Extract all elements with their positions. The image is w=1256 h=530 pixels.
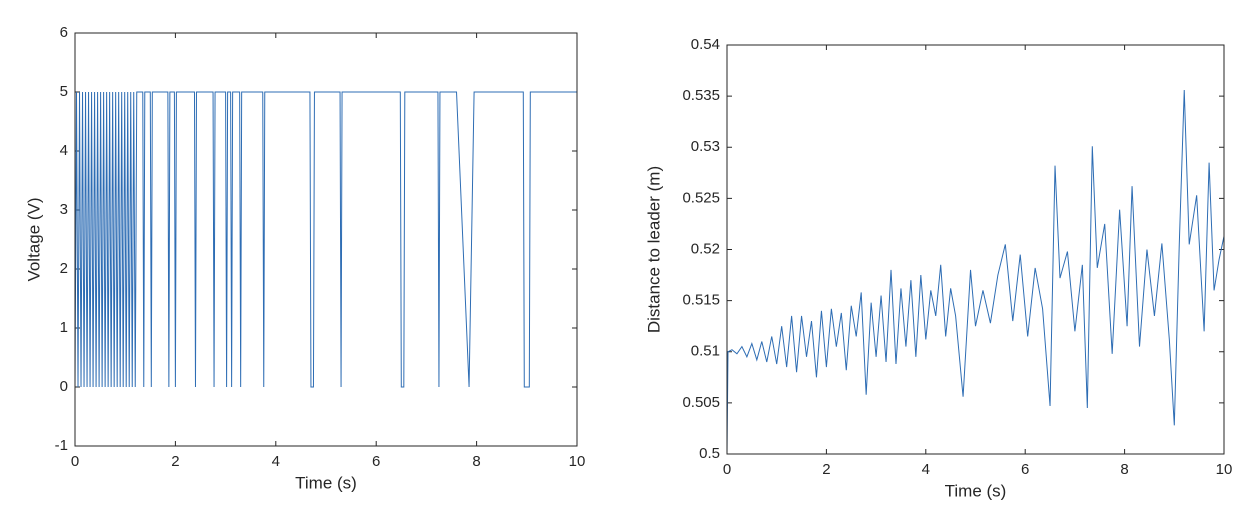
y-tick-label: 1 [60, 319, 68, 336]
y-tick-label: 0.54 [691, 36, 720, 53]
x-tick-label: 8 [472, 453, 480, 470]
data-line [726, 89, 1225, 455]
x-tick-label: 0 [71, 453, 79, 470]
y-tick-label: 2 [60, 260, 68, 277]
y-tick-label: 0.505 [682, 394, 720, 411]
y-tick-label: 0.525 [682, 189, 720, 206]
y-tick-label: -1 [55, 437, 68, 454]
x-tick-label: 6 [372, 453, 380, 470]
x-tick-label: 2 [171, 453, 179, 470]
x-tick-label: 10 [1216, 461, 1233, 478]
x-tick-label: 8 [1120, 461, 1128, 478]
x-tick-label: 6 [1021, 461, 1029, 478]
plot-frame [74, 32, 578, 447]
y-axis-label: Voltage (V) [24, 197, 43, 281]
plot-frame [726, 44, 1225, 455]
y-tick-label: 0.5 [699, 445, 720, 462]
y-tick-label: 0.535 [682, 87, 720, 104]
y-tick-label: 5 [60, 83, 68, 100]
y-tick-label: 4 [60, 142, 68, 159]
x-tick-label: 0 [723, 461, 731, 478]
x-axis-label: Time (s) [945, 481, 1007, 500]
plot-area [727, 45, 1224, 454]
y-tick-label: 0.53 [691, 138, 720, 155]
y-axis-label: Distance to leader (m) [644, 166, 663, 333]
y-tick-label: 0.51 [691, 343, 720, 360]
x-tick-label: 4 [272, 453, 280, 470]
x-tick-label: 10 [569, 453, 586, 470]
x-tick-label: 2 [822, 461, 830, 478]
data-line [74, 91, 577, 388]
x-axis-label: Time (s) [295, 473, 357, 492]
x-tick-label: 4 [922, 461, 930, 478]
y-tick-label: 0.515 [682, 292, 720, 309]
y-tick-label: 0 [60, 378, 68, 395]
plot-area [75, 33, 577, 446]
y-tick-label: 0.52 [691, 240, 720, 257]
y-tick-label: 6 [60, 24, 68, 41]
y-tick-label: 3 [60, 201, 68, 218]
